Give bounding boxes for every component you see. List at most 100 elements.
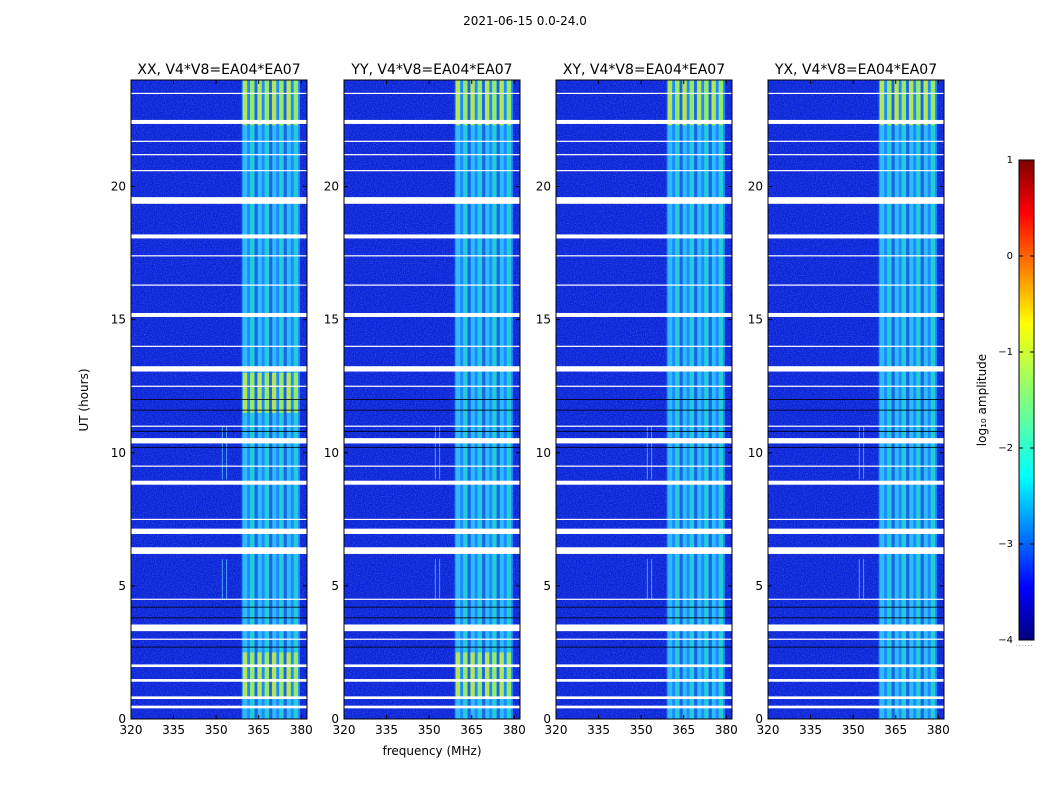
thin-flag — [344, 170, 520, 172]
spectrogram-panel-2: YY, V4*V8=EA04*EA07 320 335 350 365 380 0 5 10 15… — [324, 62, 526, 737]
thin-flag — [344, 385, 520, 387]
strong-rfi — [696, 80, 702, 126]
flagged-interval — [344, 664, 520, 668]
flagged-interval — [768, 312, 944, 317]
strong-rfi — [250, 652, 255, 698]
thin-flag — [131, 255, 307, 257]
flagged-interval — [131, 705, 307, 709]
x-tick-label: 380 — [503, 723, 526, 737]
thin-flag — [768, 518, 944, 521]
zero-line — [344, 606, 520, 608]
thin-flag — [768, 638, 944, 640]
strong-rfi — [499, 652, 504, 698]
y-tick-label: 0 — [331, 712, 339, 726]
strong-rfi — [455, 80, 461, 126]
thin-flag — [344, 638, 520, 640]
thin-flag — [768, 284, 944, 286]
flagged-interval — [131, 547, 307, 554]
flagged-interval — [556, 624, 732, 632]
rfi-spike — [858, 426, 860, 480]
strong-rfi — [264, 80, 269, 126]
panel-frame — [343, 79, 521, 720]
zero-line — [131, 617, 307, 619]
y-tick-label: 0 — [755, 712, 763, 726]
strong-rfi — [894, 80, 899, 126]
heatmap-body — [556, 80, 732, 719]
zero-line — [768, 399, 944, 400]
x-tick-label: 350 — [418, 723, 441, 737]
colorbar-footer: ...... — [1016, 641, 1034, 648]
thin-flag — [556, 518, 732, 521]
colorbar-tick-label: 0 — [1007, 251, 1013, 262]
y-tick-label: 5 — [331, 579, 339, 593]
x-tick-label: 365 — [247, 723, 270, 737]
strong-rfi — [879, 80, 885, 126]
zero-line — [131, 446, 307, 448]
flagged-interval — [768, 438, 944, 444]
x-tick-label: 380 — [927, 723, 950, 737]
flagged-interval — [131, 234, 307, 239]
zero-line — [768, 446, 944, 448]
heatmap-body — [344, 80, 520, 719]
flagged-interval — [131, 366, 307, 372]
strong-rfi — [477, 80, 482, 126]
flagged-interval — [556, 234, 732, 239]
zero-line — [556, 399, 732, 400]
x-tick-label: 320 — [333, 723, 356, 737]
panel-title: XX, V4*V8=EA04*EA07 — [137, 62, 300, 78]
rfi-spike — [439, 559, 441, 600]
heatmap-body — [768, 80, 944, 719]
flagged-interval — [344, 197, 520, 204]
strong-rfi — [901, 80, 906, 126]
thin-flag — [131, 154, 307, 156]
thin-flag — [131, 284, 307, 286]
strong-rfi — [455, 652, 461, 698]
x-tick-label: 335 — [375, 723, 398, 737]
y-axis-label: UT (hours) — [77, 368, 91, 432]
zero-line — [131, 430, 307, 432]
flagged-interval — [768, 528, 944, 534]
strong-rfi — [257, 80, 262, 126]
strong-rfi — [930, 80, 936, 126]
zero-line — [556, 430, 732, 432]
figure-suptitle: 2021-06-15 0.0-24.0 — [463, 14, 587, 28]
strong-rfi — [470, 80, 475, 126]
flagged-interval — [344, 312, 520, 317]
y-tick-label: 20 — [748, 180, 763, 194]
zero-line — [131, 606, 307, 608]
y-tick-label: 10 — [748, 446, 763, 460]
spectrogram-panel-1: XX, V4*V8=EA04*EA07 320 335 350 365 380 0 5 10 15… — [111, 62, 313, 737]
thin-flag — [556, 170, 732, 172]
thin-flag — [344, 154, 520, 156]
flagged-interval — [556, 438, 732, 444]
strong-rfi — [506, 652, 512, 698]
y-tick-label: 15 — [536, 313, 551, 327]
flagged-interval — [556, 664, 732, 668]
colorbar-tick-label: −3 — [998, 539, 1013, 550]
panel-frame — [767, 79, 945, 720]
y-tick-label: 15 — [324, 313, 339, 327]
thin-flag — [556, 140, 732, 142]
x-tick-label: 350 — [205, 723, 228, 737]
zero-line — [344, 446, 520, 448]
strong-rfi — [689, 80, 694, 126]
thin-flag — [768, 154, 944, 156]
thin-flag — [344, 465, 520, 467]
rfi-spike — [226, 426, 228, 480]
colorbar-tick-label: −2 — [998, 443, 1013, 454]
thin-flag — [131, 465, 307, 467]
flagged-interval — [768, 664, 944, 668]
thin-flag — [556, 638, 732, 640]
zero-line — [768, 617, 944, 619]
strong-rfi — [916, 80, 921, 126]
thin-flag — [131, 425, 307, 427]
strong-rfi — [271, 372, 277, 413]
x-tick-label: 320 — [545, 723, 568, 737]
strong-rfi — [667, 80, 673, 126]
thin-flag — [768, 425, 944, 427]
rfi-spike — [434, 426, 436, 480]
y-tick-label: 0 — [118, 712, 126, 726]
strong-rfi — [675, 80, 680, 126]
thin-flag — [131, 170, 307, 172]
zero-line — [556, 617, 732, 619]
